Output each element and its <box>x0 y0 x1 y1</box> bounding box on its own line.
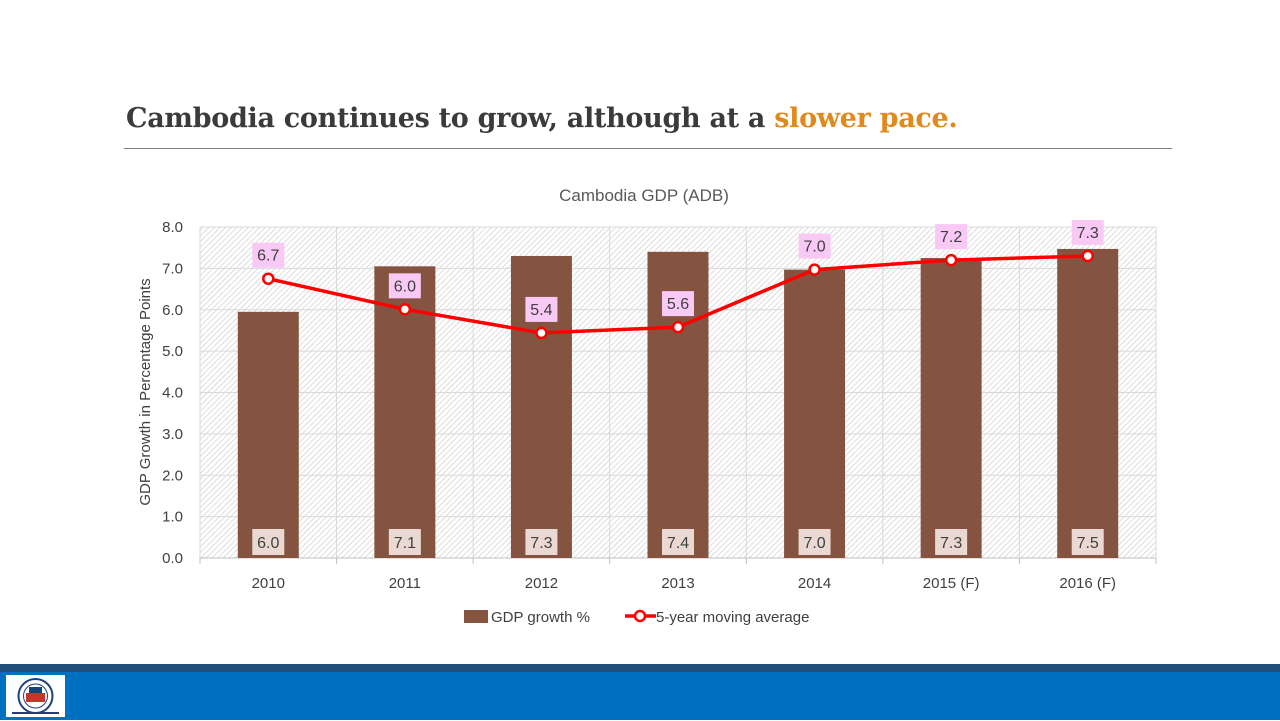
x-tick-label: 2013 <box>661 575 694 592</box>
bar-data-label: 7.0 <box>803 535 825 552</box>
line-label-box <box>798 233 831 259</box>
y-tick-label: 1.0 <box>162 509 183 526</box>
gdp-chart: Cambodia GDP (ADB) GDP Growth in Percent… <box>137 186 1157 626</box>
organization-logo <box>6 675 65 717</box>
moving-average-point <box>398 303 412 316</box>
line-label-box <box>252 242 285 268</box>
gdp-bar <box>920 258 982 558</box>
moving-average-point <box>1081 249 1094 263</box>
footer-accent-bar <box>0 664 1280 672</box>
bar-data-label: 7.3 <box>530 535 552 552</box>
line-label-box <box>1071 219 1104 245</box>
x-tick-label: 2011 <box>389 575 421 592</box>
bar-data-label: 7.4 <box>667 535 689 552</box>
slide-title-accent: slower pace. <box>774 103 958 134</box>
slide-title-main: Cambodia continues to grow, although at … <box>126 103 775 134</box>
line-label-box <box>388 273 421 299</box>
x-tick-label: 2016 (F) <box>1059 575 1116 592</box>
bar-label-box <box>935 529 968 555</box>
line-label-box <box>662 291 694 317</box>
x-tick-label: 2012 <box>525 575 558 592</box>
bar-label-box <box>798 529 831 555</box>
legend-line-marker <box>633 609 647 623</box>
bar-label-box <box>252 529 285 555</box>
y-axis-label: GDP Growth in Percentage Points <box>137 278 154 505</box>
line-data-label: 7.0 <box>803 239 825 256</box>
bar-data-label: 7.3 <box>940 535 962 552</box>
legend-bar-label: GDP growth % <box>491 609 590 626</box>
line-data-label: 7.2 <box>940 229 962 246</box>
y-tick-label: 3.0 <box>162 426 183 443</box>
slide-title: Cambodia continues to grow, although at … <box>126 103 958 134</box>
bar-data-label: 7.5 <box>1077 535 1099 552</box>
y-tick-label: 8.0 <box>162 219 183 236</box>
legend-line-label: 5-year moving average <box>656 609 809 626</box>
moving-average-point <box>535 326 548 340</box>
moving-average-point <box>671 320 685 334</box>
bar-label-box <box>388 529 421 555</box>
line-data-label: 6.0 <box>394 278 416 295</box>
bar-data-label: 7.1 <box>394 535 416 552</box>
legend-bar-swatch <box>464 610 488 623</box>
x-tick-label: 2010 <box>252 575 285 592</box>
line-data-label: 5.6 <box>667 296 689 313</box>
y-tick-label: 4.0 <box>162 385 183 402</box>
bar-label-box <box>1071 529 1104 555</box>
moving-average-point <box>944 253 958 267</box>
moving-average-point <box>262 272 275 285</box>
gdp-bar <box>237 311 299 558</box>
gdp-bar <box>784 269 846 558</box>
x-tick-label: 2014 <box>798 575 831 592</box>
line-data-label: 5.4 <box>530 302 552 319</box>
line-data-label: 7.3 <box>1077 225 1099 242</box>
bar-data-label: 6.0 <box>257 535 279 552</box>
y-tick-label: 5.0 <box>162 343 183 360</box>
chart-title: Cambodia GDP (ADB) <box>559 186 729 205</box>
y-tick-label: 2.0 <box>162 467 183 484</box>
y-tick-label: 6.0 <box>162 302 183 319</box>
gdp-bar <box>1057 248 1119 558</box>
line-label-box <box>525 296 558 322</box>
line-data-label: 6.7 <box>257 248 279 265</box>
title-divider <box>124 148 1172 149</box>
bar-label-box <box>525 529 558 555</box>
moving-average-point <box>808 263 821 276</box>
y-tick-label: 7.0 <box>162 260 183 277</box>
footer-band <box>0 672 1280 720</box>
y-tick-label: 0.0 <box>162 550 183 567</box>
x-tick-label: 2015 (F) <box>923 575 980 592</box>
bar-label-box <box>662 529 694 555</box>
line-label-box <box>935 224 968 250</box>
